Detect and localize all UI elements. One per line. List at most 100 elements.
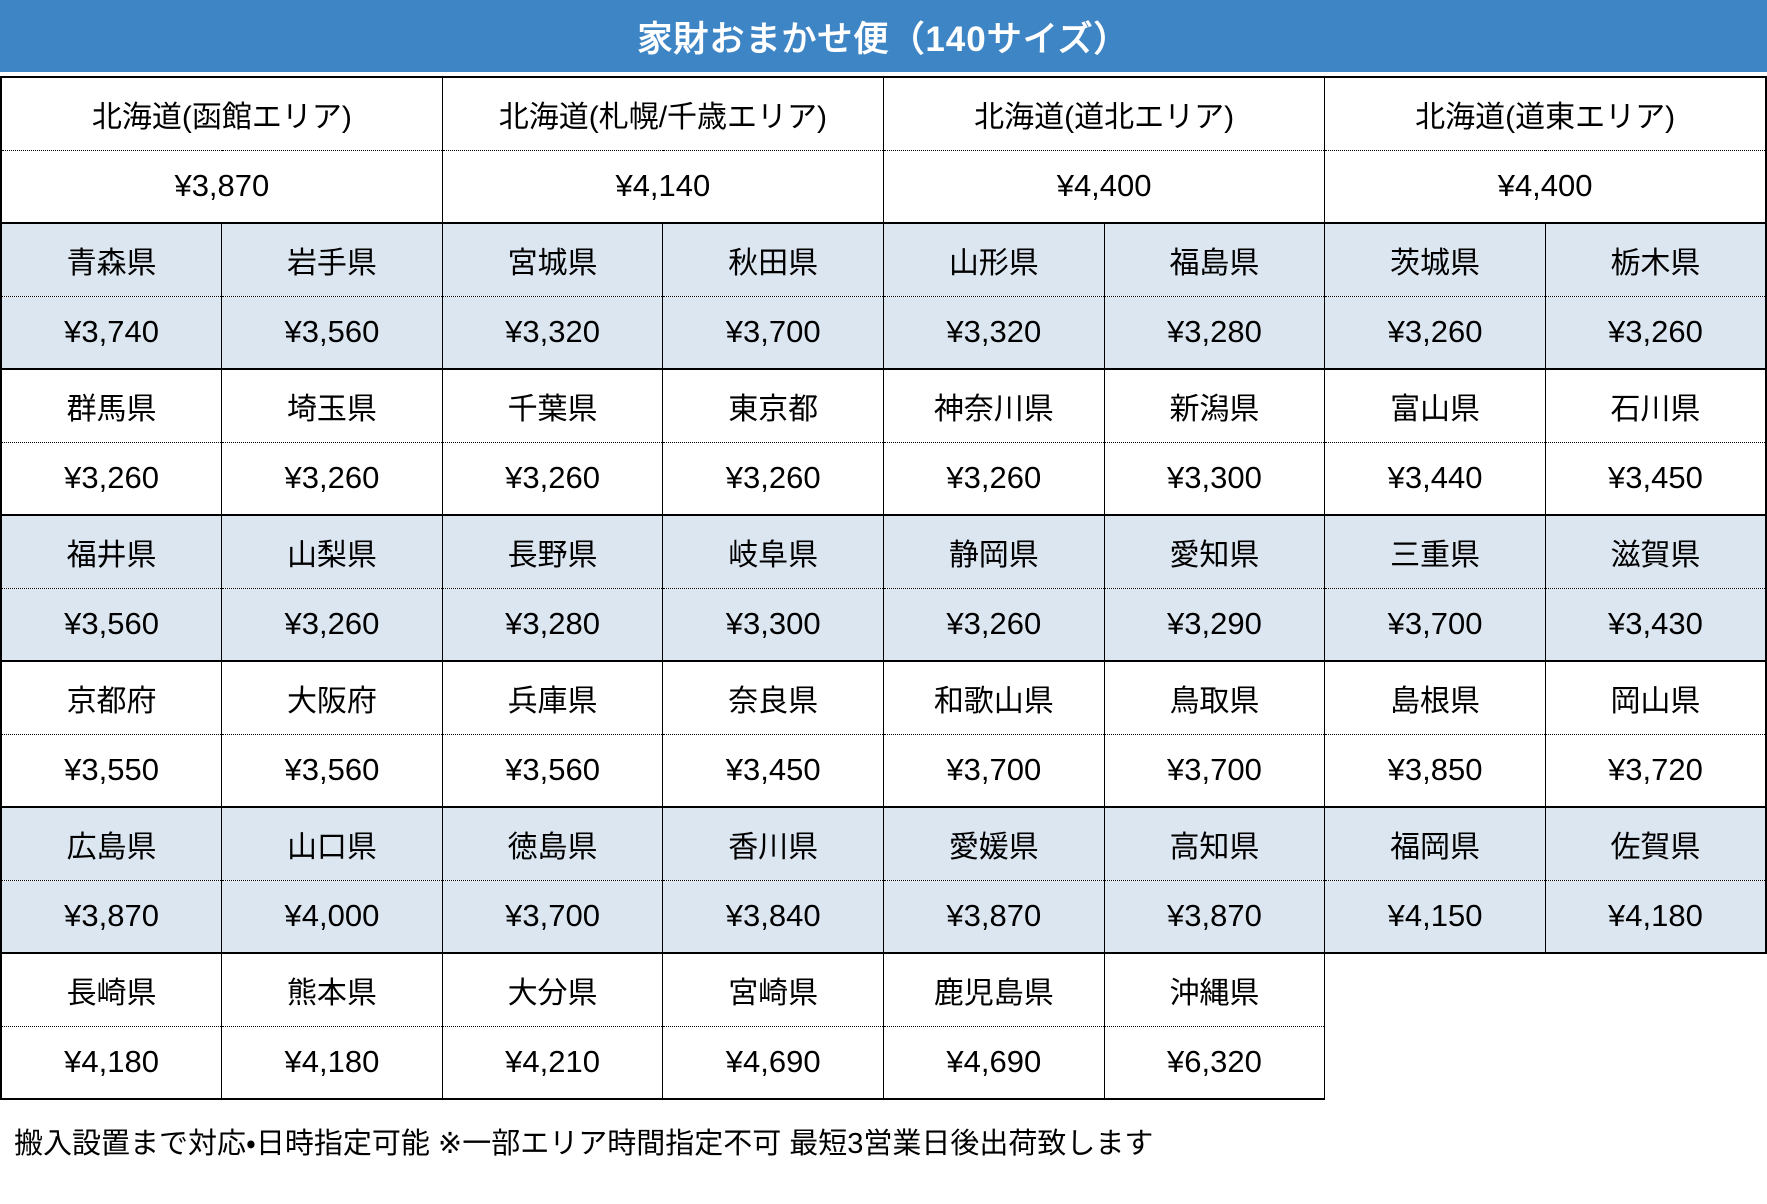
prefecture-name-cell: 秋田県 [662, 222, 884, 297]
prefecture-price-cell: ¥4,150 [1324, 879, 1546, 954]
hokkaido-area-price-cell: ¥4,400 [1324, 149, 1767, 224]
prefecture-price-cell: ¥3,700 [441, 879, 664, 954]
prefecture-price-cell: ¥4,180 [1544, 879, 1767, 954]
prefecture-name-cell: 石川県 [1544, 368, 1767, 443]
title-bar: 家財おまかせ便（140サイズ） [0, 0, 1767, 72]
prefecture-price-cell: ¥4,690 [883, 1025, 1105, 1100]
prefecture-price-cell: ¥3,320 [441, 295, 664, 370]
prefecture-name-cell: 兵庫県 [441, 660, 664, 735]
prefecture-price-cell: ¥3,260 [441, 441, 664, 516]
prefecture-price-cell: ¥3,260 [0, 441, 223, 516]
prefecture-price-cell: ¥3,280 [441, 587, 664, 662]
prefecture-price-cell: ¥4,000 [221, 879, 443, 954]
prefecture-price-cell: ¥3,560 [221, 295, 443, 370]
empty-cell [1324, 953, 1546, 1026]
empty-cell [1545, 953, 1766, 1026]
prefecture-price-cell: ¥4,180 [221, 1025, 443, 1100]
prefecture-name-cell: 静岡県 [883, 514, 1105, 589]
prefecture-price-cell: ¥3,430 [1544, 587, 1767, 662]
prefecture-price-cell: ¥3,840 [662, 879, 884, 954]
prefecture-name-cell: 京都府 [0, 660, 223, 735]
prefecture-price-cell: ¥3,280 [1103, 295, 1326, 370]
prefecture-name-cell: 富山県 [1324, 368, 1546, 443]
prefecture-name-cell: 大分県 [441, 952, 664, 1027]
pricing-table-body: 北海道(函館エリア) 北海道(札幌/千歳エリア) 北海道(道北エリア) 北海道(道東エ… [0, 76, 1767, 1100]
prefecture-name-cell: 青森県 [0, 222, 223, 297]
page-title: 家財おまかせ便（140サイズ） [637, 19, 1130, 59]
prefecture-name-cell: 群馬県 [0, 368, 223, 443]
prefecture-name-cell: 千葉県 [441, 368, 664, 443]
prefecture-name-cell: 奈良県 [662, 660, 884, 735]
hokkaido-area-name-cell: 北海道(道東エリア) [1324, 76, 1767, 151]
prefecture-name-cell: 島根県 [1324, 660, 1546, 735]
prefecture-price-cell: ¥3,260 [883, 441, 1105, 516]
prefecture-price-cell: ¥3,260 [221, 441, 443, 516]
prefecture-name-cell: 愛知県 [1103, 514, 1326, 589]
prefecture-name-cell: 岩手県 [221, 222, 443, 297]
prefecture-price-cell: ¥3,720 [1544, 733, 1767, 808]
prefecture-name-cell: 山梨県 [221, 514, 443, 589]
prefecture-price-cell: ¥3,440 [1324, 441, 1546, 516]
prefecture-name-cell: 和歌山県 [883, 660, 1105, 735]
prefecture-name-cell: 福岡県 [1324, 806, 1546, 881]
prefecture-name-cell: 香川県 [662, 806, 884, 881]
prefecture-name-cell: 福井県 [0, 514, 223, 589]
prefecture-price-cell: ¥3,300 [662, 587, 884, 662]
prefecture-price-cell: ¥3,260 [662, 441, 884, 516]
prefecture-name-cell: 滋賀県 [1544, 514, 1767, 589]
prefecture-name-cell: 熊本県 [221, 952, 443, 1027]
prefecture-price-cell: ¥3,260 [1544, 295, 1767, 370]
prefecture-name-cell: 茨城県 [1324, 222, 1546, 297]
prefecture-price-cell: ¥3,260 [883, 587, 1105, 662]
hokkaido-area-price-cell: ¥3,870 [0, 149, 443, 224]
prefecture-price-cell: ¥3,740 [0, 295, 223, 370]
prefecture-name-cell: 鹿児島県 [883, 952, 1105, 1027]
prefecture-name-cell: 沖縄県 [1103, 952, 1326, 1027]
prefecture-name-cell: 宮崎県 [662, 952, 884, 1027]
prefecture-name-cell: 山形県 [883, 222, 1105, 297]
prefecture-price-cell: ¥3,450 [662, 733, 884, 808]
prefecture-price-cell: ¥3,560 [441, 733, 664, 808]
prefecture-price-cell: ¥3,870 [0, 879, 223, 954]
prefecture-price-cell: ¥3,700 [883, 733, 1105, 808]
prefecture-name-cell: 三重県 [1324, 514, 1546, 589]
prefecture-price-cell: ¥4,180 [0, 1025, 223, 1100]
prefecture-name-cell: 福島県 [1103, 222, 1326, 297]
prefecture-name-cell: 栃木県 [1544, 222, 1767, 297]
prefecture-price-cell: ¥3,850 [1324, 733, 1546, 808]
hokkaido-area-name-cell: 北海道(道北エリア) [882, 76, 1326, 151]
empty-cell [1324, 1026, 1546, 1099]
prefecture-name-cell: 愛媛県 [883, 806, 1105, 881]
prefecture-name-cell: 鳥取県 [1103, 660, 1326, 735]
hokkaido-area-price-cell: ¥4,140 [441, 149, 885, 224]
prefecture-name-cell: 長崎県 [0, 952, 223, 1027]
prefecture-price-cell: ¥3,550 [0, 733, 223, 808]
prefecture-price-cell: ¥3,700 [1103, 733, 1326, 808]
prefecture-name-cell: 埼玉県 [221, 368, 443, 443]
prefecture-price-cell: ¥3,320 [883, 295, 1105, 370]
prefecture-name-cell: 徳島県 [441, 806, 664, 881]
prefecture-name-cell: 長野県 [441, 514, 664, 589]
prefecture-price-cell: ¥3,870 [883, 879, 1105, 954]
prefecture-price-cell: ¥3,560 [221, 733, 443, 808]
prefecture-name-cell: 岡山県 [1544, 660, 1767, 735]
prefecture-price-cell: ¥4,690 [662, 1025, 884, 1100]
prefecture-price-cell: ¥4,210 [441, 1025, 664, 1100]
pricing-table: 北海道(函館エリア) 北海道(札幌/千歳エリア) 北海道(道北エリア) 北海道(道東エ… [0, 76, 1767, 1100]
prefecture-price-cell: ¥3,290 [1103, 587, 1326, 662]
footer-note: 搬入設置まで対応・日時指定可能 ※一部エリア時間指定不可 最短3営業日後出荷致し… [14, 1128, 1154, 1160]
prefecture-name-cell: 神奈川県 [883, 368, 1105, 443]
prefecture-name-cell: 大阪府 [221, 660, 443, 735]
prefecture-name-cell: 岐阜県 [662, 514, 884, 589]
prefecture-name-cell: 山口県 [221, 806, 443, 881]
prefecture-price-cell: ¥6,320 [1103, 1025, 1326, 1100]
prefecture-price-cell: ¥3,260 [1324, 295, 1546, 370]
prefecture-name-cell: 佐賀県 [1544, 806, 1767, 881]
prefecture-name-cell: 新潟県 [1103, 368, 1326, 443]
prefecture-price-cell: ¥3,300 [1103, 441, 1326, 516]
prefecture-price-cell: ¥3,450 [1544, 441, 1767, 516]
prefecture-price-cell: ¥3,700 [1324, 587, 1546, 662]
empty-cell [1545, 1026, 1766, 1099]
prefecture-name-cell: 東京都 [662, 368, 884, 443]
